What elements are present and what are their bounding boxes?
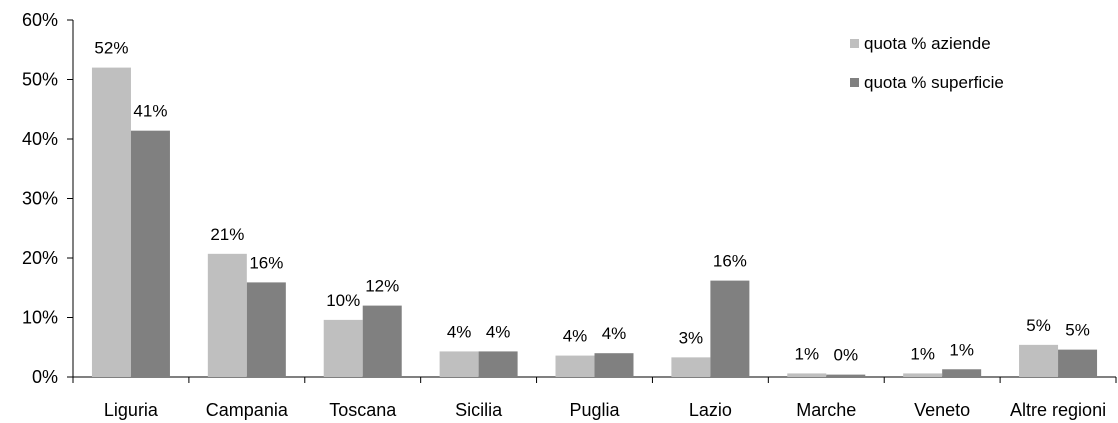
data-label: 52% (94, 39, 128, 58)
data-label: 41% (133, 102, 167, 121)
bar-aziende-altre-regioni (1019, 344, 1059, 377)
x-tick-label: Lazio (689, 400, 732, 420)
data-label: 12% (365, 277, 399, 296)
x-axis: Liguria Campania Toscana Sicilia Puglia Lazio… (72, 376, 1117, 420)
data-label: 4% (447, 322, 472, 341)
data-label: 1% (949, 340, 974, 359)
x-tick-label: Sicilia (455, 400, 503, 420)
y-tick-label: 0% (32, 367, 58, 387)
y-axis: 0% 10% 20% 30% 40% 50% 60% (22, 10, 74, 387)
data-label: 16% (713, 252, 747, 271)
x-tick-label: Marche (796, 400, 856, 420)
y-tick-label: 50% (22, 70, 58, 90)
bar-superficie-liguria (130, 130, 170, 377)
bars (91, 67, 1098, 377)
x-tick-label: Toscana (329, 400, 397, 420)
bar-superficie-sicilia (478, 351, 518, 377)
bar-superficie-campania (246, 282, 286, 377)
bar-aziende-campania (207, 253, 247, 377)
data-label: 4% (563, 327, 588, 346)
legend: quota % aziende quota % superficie (850, 34, 1004, 92)
bar-superficie-marche (826, 374, 866, 377)
bar-superficie-veneto (942, 369, 982, 377)
data-label: 10% (326, 291, 360, 310)
legend-swatch (850, 78, 859, 87)
bar-aziende-veneto (903, 373, 943, 377)
bar-aziende-liguria (91, 67, 131, 377)
data-label: 4% (486, 322, 511, 341)
data-label: 21% (210, 225, 244, 244)
x-tick-label: Liguria (104, 400, 159, 420)
data-label: 16% (249, 253, 283, 272)
bar-aziende-marche (787, 373, 827, 377)
y-tick-label: 20% (22, 248, 58, 268)
y-tick-label: 40% (22, 129, 58, 149)
bar-aziende-sicilia (439, 351, 479, 377)
y-tick-label: 30% (22, 189, 58, 209)
x-tick-label: Veneto (914, 400, 970, 420)
bar-aziende-toscana (323, 319, 363, 377)
bar-superficie-lazio (710, 280, 750, 377)
x-tick-label: Altre regioni (1010, 400, 1106, 420)
data-label: 0% (833, 346, 858, 365)
data-label: 4% (602, 324, 627, 343)
data-label: 1% (794, 344, 819, 363)
data-label: 5% (1026, 316, 1051, 335)
legend-label: quota % superficie (864, 73, 1004, 92)
data-label: 1% (910, 344, 935, 363)
bar-superficie-altre-regioni (1058, 349, 1098, 377)
y-tick-label: 10% (22, 308, 58, 328)
data-label: 3% (679, 328, 704, 347)
legend-label: quota % aziende (864, 34, 991, 53)
x-tick-label: Campania (206, 400, 289, 420)
y-tick-label: 60% (22, 10, 58, 30)
legend-swatch (850, 39, 859, 48)
bar-aziende-puglia (555, 355, 595, 377)
data-labels: 52% 41% 21% 16% 10% 12% 4% 4% 4% 4% 3% 16% 1% 0% 1% 1% 5… (94, 39, 1089, 365)
data-label: 5% (1065, 321, 1090, 340)
bar-superficie-puglia (594, 353, 634, 377)
x-tick-label: Puglia (569, 400, 620, 420)
bar-aziende-lazio (671, 357, 711, 377)
bar-superficie-toscana (362, 305, 402, 377)
